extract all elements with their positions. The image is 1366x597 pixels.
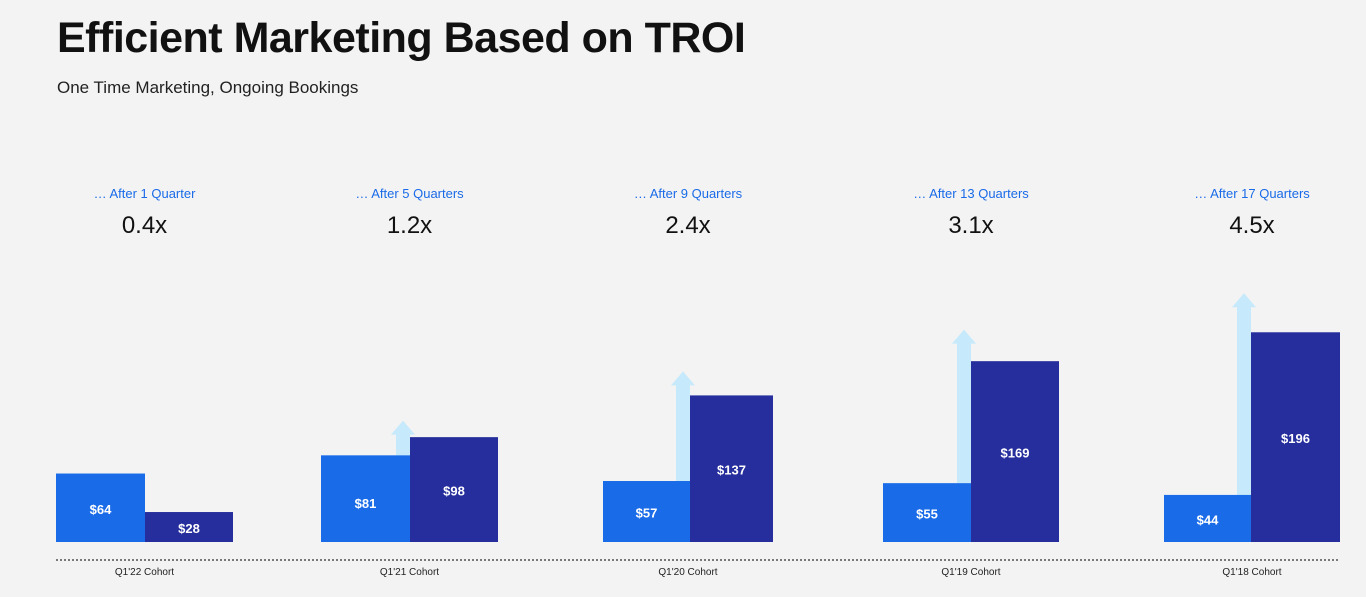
multiplier-label: 4.5x — [1229, 212, 1274, 239]
x-tick-label: Q1'20 Cohort — [658, 567, 717, 578]
bar-bookings — [971, 361, 1059, 542]
bar-marketing — [1164, 494, 1251, 542]
growth-arrow-shaft — [396, 432, 410, 456]
data-label-bookings: $169 — [1001, 446, 1030, 461]
multiplier-label: 0.4x — [122, 212, 167, 239]
data-label-marketing: $55 — [916, 507, 938, 522]
page-title: Efficient Marketing Based on TROI — [57, 14, 746, 62]
x-tick-label: Q1'22 Cohort — [115, 567, 174, 578]
data-label-marketing: $57 — [636, 506, 658, 521]
growth-arrow-head — [671, 371, 695, 386]
growth-arrow-shaft — [676, 383, 690, 482]
bar-bookings — [145, 512, 233, 542]
data-label-bookings: $28 — [178, 521, 200, 536]
bar-marketing — [603, 481, 690, 542]
x-tick-label: Q1'18 Cohort — [1222, 567, 1281, 578]
x-tick-label: Q1'21 Cohort — [380, 567, 439, 578]
data-label-marketing: $44 — [1197, 512, 1219, 527]
growth-arrow-shaft — [957, 341, 971, 484]
bar-marketing — [883, 483, 971, 542]
page-subtitle: One Time Marketing, Ongoing Bookings — [57, 78, 359, 97]
period-label: … After 17 Quarters — [1194, 186, 1310, 201]
data-label-bookings: $98 — [443, 484, 465, 499]
period-label: … After 5 Quarters — [355, 186, 464, 201]
data-label-marketing: $81 — [355, 496, 377, 511]
bar-bookings — [690, 395, 773, 542]
data-label-bookings: $137 — [717, 463, 746, 478]
growth-arrow-head — [1232, 293, 1256, 308]
bar-bookings — [1251, 332, 1340, 542]
multiplier-label: 1.2x — [387, 212, 432, 239]
data-label-bookings: $196 — [1281, 431, 1310, 446]
bar-bookings — [410, 437, 498, 542]
data-label-marketing: $64 — [90, 502, 112, 517]
period-label: … After 9 Quarters — [634, 186, 743, 201]
multiplier-label: 3.1x — [948, 212, 993, 239]
bar-marketing — [321, 455, 410, 542]
growth-arrow-shaft — [1237, 305, 1251, 495]
bar-marketing — [56, 473, 145, 542]
x-tick-label: Q1'19 Cohort — [941, 567, 1000, 578]
growth-arrow-head — [952, 329, 976, 344]
period-label: … After 13 Quarters — [913, 186, 1029, 201]
period-label: … After 1 Quarter — [94, 186, 197, 201]
multiplier-label: 2.4x — [665, 212, 710, 239]
growth-arrow-head — [391, 420, 415, 435]
